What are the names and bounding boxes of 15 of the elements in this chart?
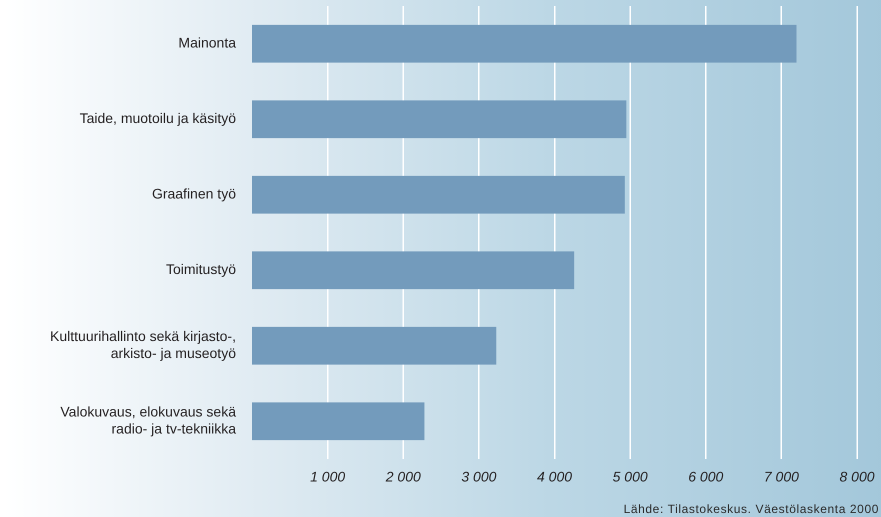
x-tick-label: 6 000: [688, 468, 724, 484]
x-tick-label: 4 000: [536, 468, 572, 484]
y-tick-label: Mainonta: [178, 34, 236, 51]
y-tick-label: Toimitustyö: [166, 261, 236, 278]
y-tick-label: Taide, muotoilu ja käsityö: [80, 110, 236, 126]
x-tick-label: 1 000: [310, 468, 346, 484]
x-tick-label: 5 000: [612, 468, 648, 484]
x-tick-label: 3 000: [461, 468, 497, 484]
y-tick-label: Valokuvaus, elokuvaus sekä radio- ja tv-tekniikka: [60, 404, 236, 437]
y-tick-label: Graafinen työ: [152, 186, 236, 202]
x-tick-label: 2 000: [384, 468, 421, 484]
x-tick-label: 7 000: [764, 468, 800, 484]
y-tick-label: Kulttuurihallinto sekä kirjasto-, arkisto- ja museotyö: [50, 328, 236, 362]
x-tick-label: 8 000: [839, 468, 875, 484]
text: Lähde: Tilastokeskus. Väestölaskenta 2000: [624, 502, 879, 516]
